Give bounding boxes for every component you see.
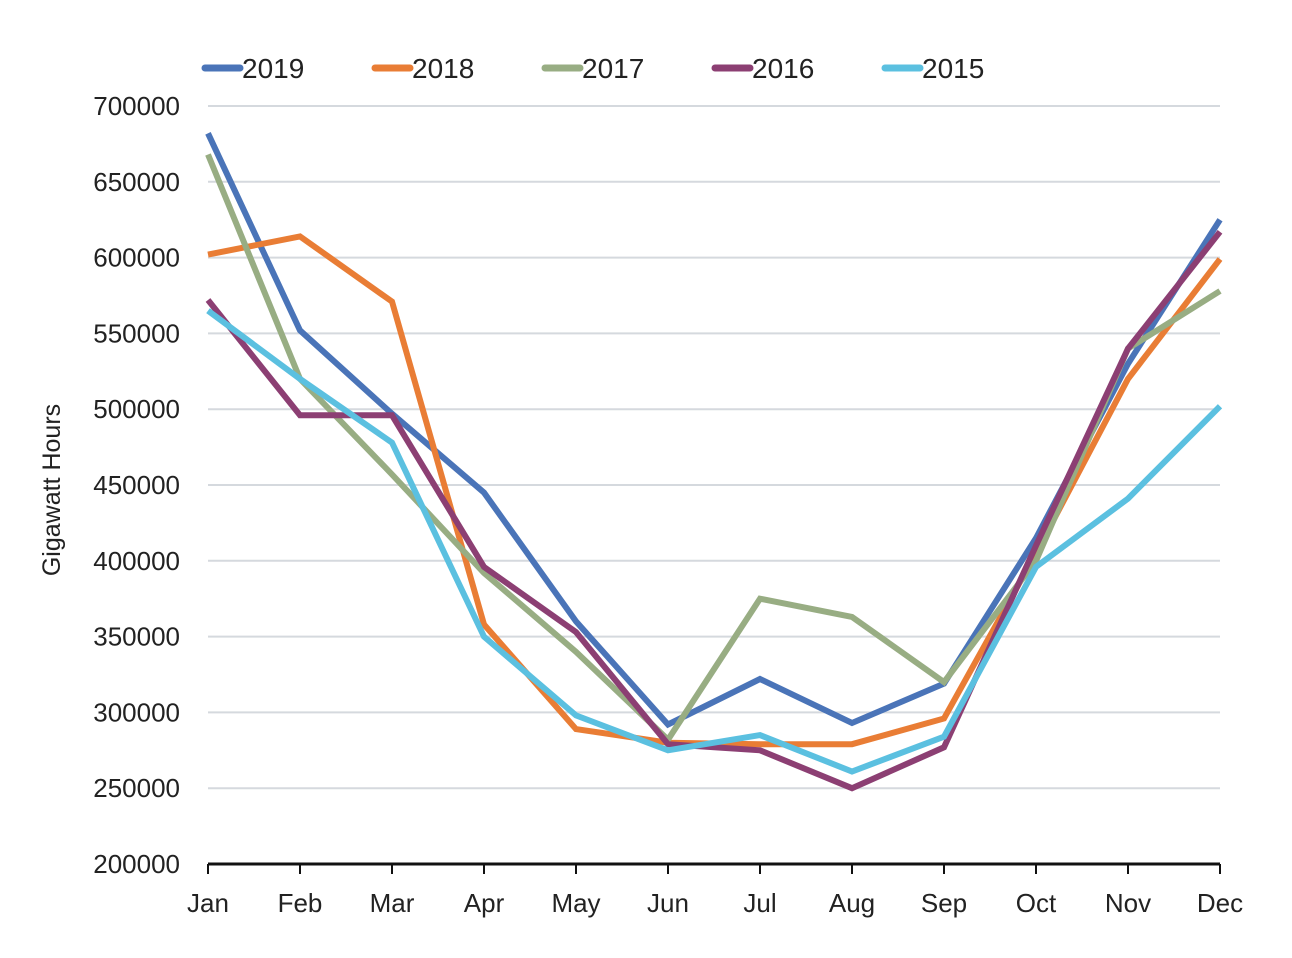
y-tick-label: 400000 — [93, 546, 180, 576]
x-tick-label: Sep — [921, 888, 967, 918]
y-tick-label: 200000 — [93, 849, 180, 879]
legend-label-2016: 2016 — [752, 53, 814, 84]
y-tick-label: 500000 — [93, 394, 180, 424]
x-tick-label: Mar — [370, 888, 415, 918]
x-tick-label: Aug — [829, 888, 875, 918]
y-axis-ticks: 200000 250000 300000 350000 400000 450000 5000… — [93, 91, 180, 879]
y-tick-label: 700000 — [93, 91, 180, 121]
x-tick-label: Jun — [647, 888, 689, 918]
x-tick-label: Oct — [1016, 888, 1057, 918]
y-tick-label: 300000 — [93, 697, 180, 727]
series-lines — [205, 132, 1223, 792]
x-tick-label: Apr — [464, 888, 505, 918]
y-tick-label: 650000 — [93, 167, 180, 197]
legend: 2019 2018 2017 2016 2015 — [201, 53, 984, 84]
y-tick-label: 600000 — [93, 243, 180, 273]
series-line-2015 — [206, 308, 1223, 775]
legend-label-2018: 2018 — [412, 53, 474, 84]
series-line-2017 — [205, 153, 1222, 745]
x-axis: Jan Feb Mar Apr May Jun Jul Aug Sep Oct Nov Dec — [187, 862, 1243, 918]
legend-label-2017: 2017 — [582, 53, 644, 84]
legend-label-2019: 2019 — [242, 53, 304, 84]
x-tick-label: Feb — [278, 888, 323, 918]
gridlines — [208, 105, 1220, 790]
x-tick-label: Nov — [1105, 888, 1151, 918]
y-axis-label: Gigawatt Hours — [38, 404, 66, 576]
y-tick-label: 550000 — [93, 318, 180, 348]
legend-label-2015: 2015 — [922, 53, 984, 84]
y-tick-label: 350000 — [93, 622, 180, 652]
x-tick-label: Jan — [187, 888, 229, 918]
x-tick-label: Jul — [743, 888, 776, 918]
x-tick-label: Dec — [1197, 888, 1243, 918]
y-tick-label: 250000 — [93, 773, 180, 803]
y-tick-label: 450000 — [93, 470, 180, 500]
series-line-2016 — [205, 229, 1223, 792]
x-tick-label: May — [551, 888, 600, 918]
